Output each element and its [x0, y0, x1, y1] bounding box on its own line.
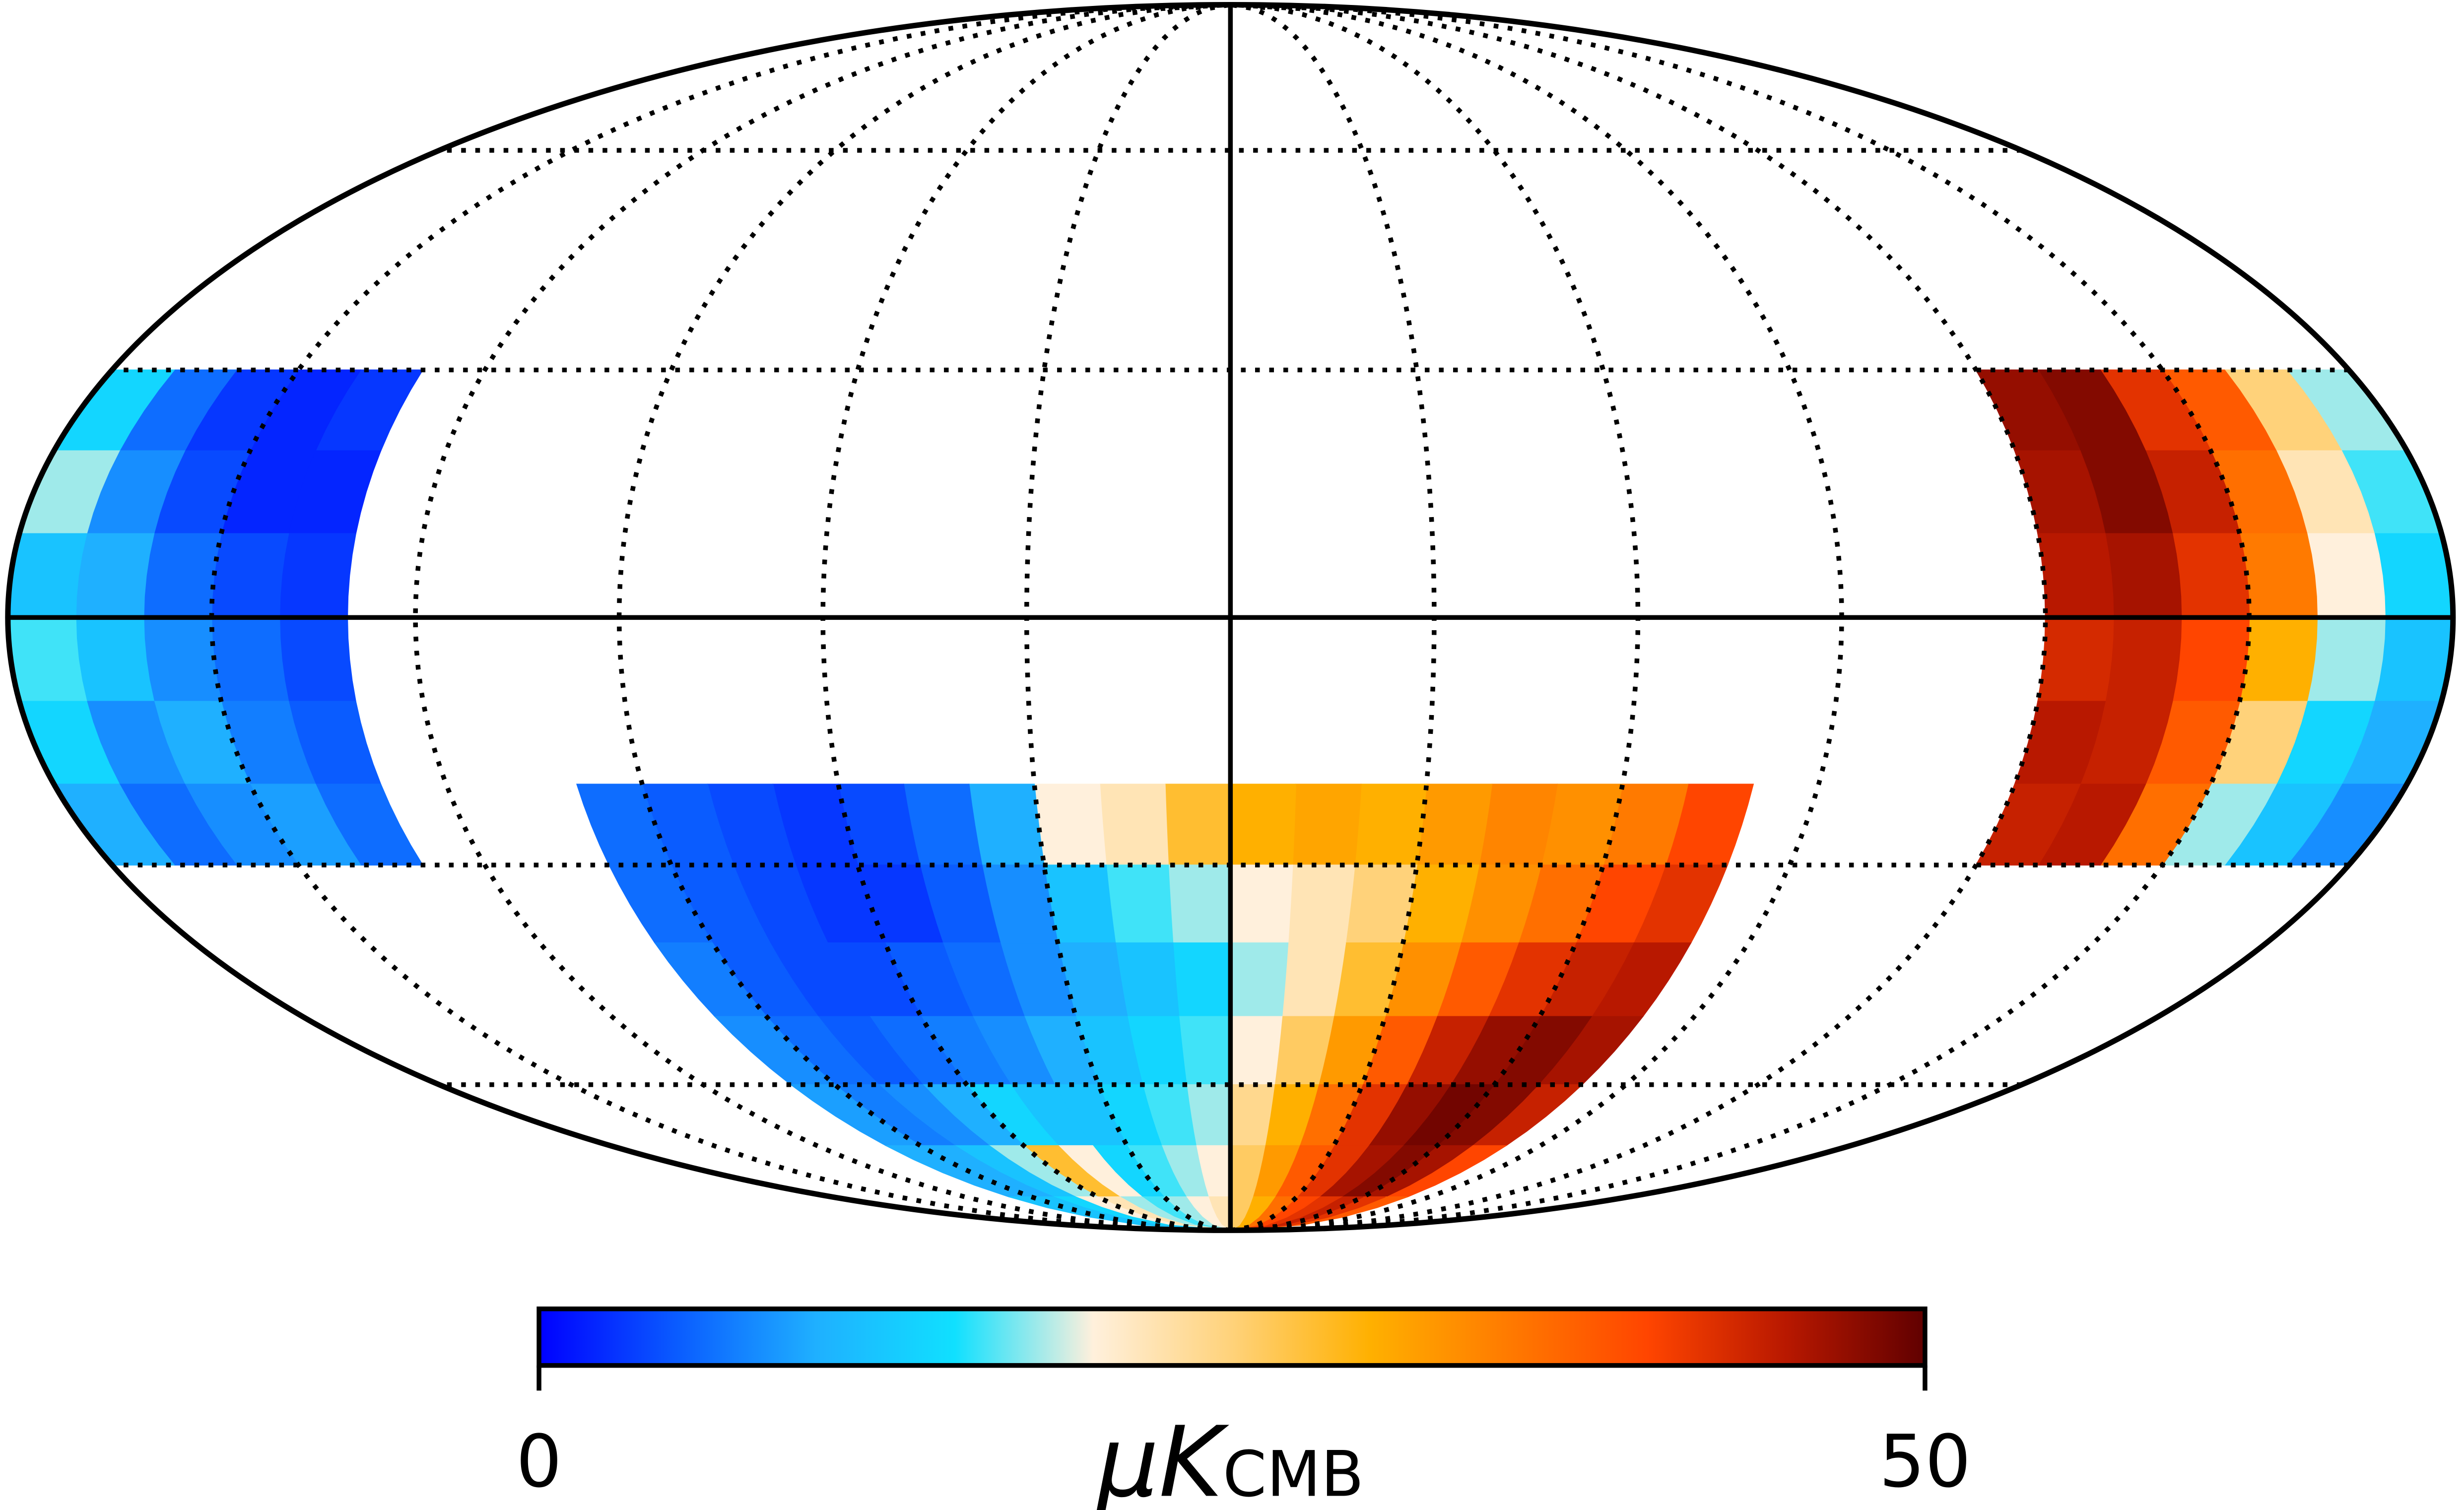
map-cell: [211, 533, 289, 618]
unit: μK: [1095, 1406, 1229, 1510]
map-cell: [2239, 533, 2318, 618]
map-cell: [279, 533, 356, 618]
map-cell: [1230, 784, 1297, 866]
meridian: [1230, 2, 2048, 1233]
map-outline: [5, 1, 2456, 1233]
map-cell: [1178, 1016, 1231, 1085]
map-cell: [279, 617, 356, 702]
unit-subscript: CMB: [1223, 1437, 1364, 1510]
patches: [7, 369, 2454, 1232]
map-cell: [2373, 617, 2454, 702]
colorbar-tick-label: 50: [1879, 1420, 1971, 1504]
map-cell: [1287, 864, 1355, 944]
map-cell: [1292, 784, 1362, 866]
map-cell: [1230, 1016, 1283, 1085]
map-cell: [2306, 617, 2386, 702]
map-cell: [1354, 784, 1427, 866]
map-cell: [75, 617, 155, 702]
colorbar: 0 50 μKCMB: [516, 1306, 1971, 1510]
map-cell: [75, 533, 155, 618]
map-cell: [7, 533, 87, 618]
map-cell: [1164, 784, 1231, 866]
graticule: [7, 2, 2453, 1233]
map-cell: [7, 617, 87, 702]
map-cell: [2172, 617, 2250, 702]
map-cell: [1099, 784, 1169, 866]
map-cell: [2104, 533, 2182, 618]
map-cell: [2172, 533, 2250, 618]
map-cell: [1034, 784, 1107, 866]
map-cell: [1168, 864, 1231, 944]
map-cell: [2037, 533, 2114, 618]
map-cell: [1230, 864, 1293, 944]
map-cell: [143, 533, 222, 618]
map-cell: [1172, 942, 1231, 1017]
map-cell: [2306, 533, 2386, 618]
map-cell: [2037, 617, 2114, 702]
map-cell: [2104, 617, 2182, 702]
map-cell: [1416, 784, 1493, 866]
colorbar-label: μKCMB: [1095, 1406, 1364, 1510]
colorbar-gradient: [536, 1306, 1928, 1368]
colorbar-tick-label: 0: [516, 1420, 562, 1504]
map-cell: [1230, 942, 1289, 1017]
map-cell: [211, 617, 289, 702]
map-cell: [2373, 533, 2454, 618]
map-cell: [1105, 864, 1174, 944]
map-cell: [968, 784, 1045, 866]
map-cell: [1281, 942, 1346, 1017]
